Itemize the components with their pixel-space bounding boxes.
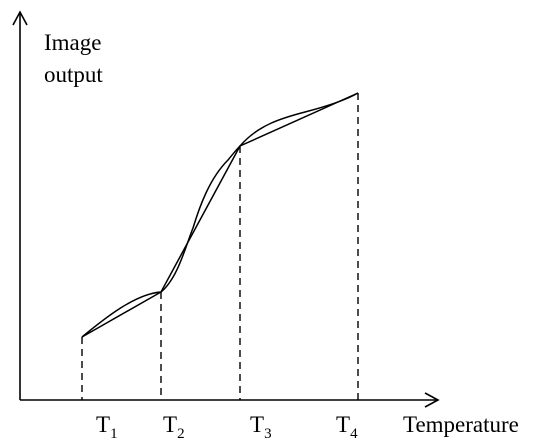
y-axis-label: Image output bbox=[44, 30, 107, 87]
response-curve bbox=[81, 92, 359, 338]
tick-label-t4: T4 bbox=[336, 412, 358, 442]
piecewise-linear-approximation bbox=[81, 92, 359, 338]
tick-label-t4-subscript: 4 bbox=[350, 426, 358, 442]
tick-label-t3: T3 bbox=[250, 412, 272, 442]
y-axis-label-line-2: output bbox=[44, 62, 103, 87]
tick-label-t4-base: T bbox=[336, 412, 350, 437]
y-axis-label-line-1: Image bbox=[44, 30, 101, 55]
tick-label-t2-subscript: 2 bbox=[177, 426, 185, 442]
tick-label-t3-subscript: 3 bbox=[264, 426, 272, 442]
guide-lines bbox=[81, 93, 359, 400]
tick-labels: T1 T2 T3 T4 bbox=[96, 412, 358, 442]
tick-label-t2: T2 bbox=[163, 412, 185, 442]
y-axis-arrowhead bbox=[12, 10, 28, 26]
tick-label-t1-base: T bbox=[96, 412, 110, 437]
tick-label-t1-subscript: 1 bbox=[110, 426, 118, 442]
tick-label-t3-base: T bbox=[250, 412, 264, 437]
tick-label-t2-base: T bbox=[163, 412, 177, 437]
tick-label-t1: T1 bbox=[96, 412, 118, 442]
x-axis-arrowhead bbox=[424, 392, 440, 408]
x-axis-label: Temperature bbox=[403, 412, 519, 437]
axes bbox=[12, 10, 440, 408]
